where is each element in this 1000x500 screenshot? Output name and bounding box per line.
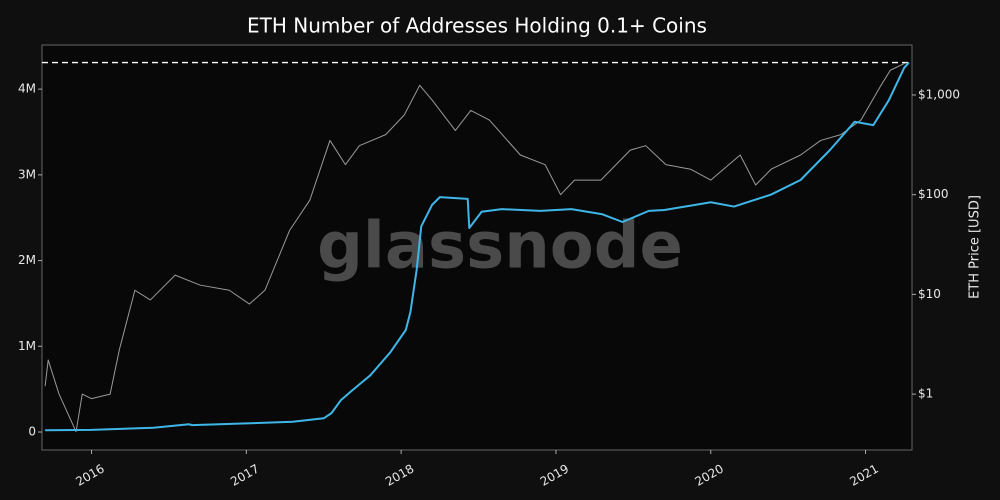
y-tick-label: 0 [28, 425, 36, 439]
y2-tick-label: $10 [918, 287, 941, 301]
series-line [45, 61, 910, 432]
plot-area [41, 44, 913, 451]
y-tick-label: 2M [18, 253, 36, 267]
y2-tick-label: $1 [918, 387, 933, 401]
y2-tick-label: $1,000 [918, 87, 960, 101]
y-tick-label: 3M [18, 167, 36, 181]
y2-axis-label: ETH Price [USD] [968, 195, 983, 299]
y2-tick-label: $100 [918, 187, 949, 201]
series-line [44, 62, 907, 433]
chart-title: ETH Number of Addresses Holding 0.1+ Coi… [247, 14, 707, 38]
y-tick-label: 1M [18, 339, 36, 353]
y-tick-label: 4M [18, 82, 36, 96]
